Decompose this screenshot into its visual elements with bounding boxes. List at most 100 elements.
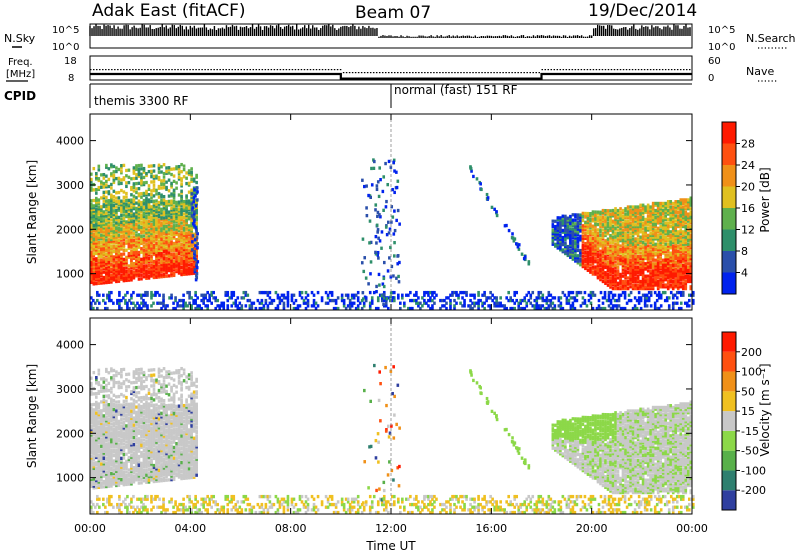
heatmap-cell xyxy=(162,260,166,264)
heatmap-cell xyxy=(445,296,448,300)
heatmap-cell xyxy=(649,285,652,289)
heatmap-cell xyxy=(664,217,668,222)
heatmap-cell xyxy=(636,283,640,287)
heatmap-cell xyxy=(185,194,188,198)
heatmap-cell xyxy=(589,245,592,250)
heatmap-cell xyxy=(415,301,418,305)
heatmap-cell xyxy=(545,298,549,303)
nave-sample xyxy=(421,72,423,74)
heatmap-cell xyxy=(666,223,670,227)
heatmap-cell xyxy=(609,262,612,266)
heatmap-cell xyxy=(576,216,580,221)
heatmap-cell xyxy=(681,281,685,285)
heatmap-cell xyxy=(160,243,163,247)
heatmap-cell xyxy=(195,236,199,240)
heatmap-cell xyxy=(102,219,106,223)
heatmap-cell xyxy=(195,248,198,252)
heatmap-cell xyxy=(354,306,358,311)
heatmap-cell xyxy=(97,200,101,204)
heatmap-cell xyxy=(679,270,683,275)
heatmap-cell xyxy=(664,255,668,259)
heatmap-cell xyxy=(314,301,318,305)
nave-sample xyxy=(439,72,441,74)
heatmap-cell xyxy=(167,171,171,175)
heatmap-cell xyxy=(172,231,176,235)
heatmap-cell xyxy=(676,281,680,285)
nave-sample xyxy=(255,69,258,71)
heatmap-cell xyxy=(611,279,615,284)
heatmap-cell xyxy=(100,212,103,216)
heatmap-cell xyxy=(519,301,523,305)
heatmap-cell xyxy=(641,263,645,268)
heatmap-cell xyxy=(162,249,166,254)
heatmap-cell xyxy=(631,269,635,273)
heatmap-cell xyxy=(611,228,615,232)
heatmap-cell xyxy=(686,262,690,266)
heatmap-cell xyxy=(172,247,176,251)
heatmap-cell xyxy=(619,235,622,239)
heatmap-cell xyxy=(661,212,665,216)
heatmap-cell xyxy=(182,258,186,262)
heatmap-cell xyxy=(175,257,178,261)
heatmap-cell xyxy=(236,304,240,308)
heatmap-cell xyxy=(117,245,121,250)
heatmap-cell xyxy=(556,228,560,232)
nave-sample xyxy=(270,69,273,71)
heatmap-cell xyxy=(92,253,96,258)
nave-sample xyxy=(541,69,543,71)
heatmap-cell xyxy=(162,210,166,215)
heatmap-cell xyxy=(182,207,186,211)
heatmap-cell xyxy=(120,263,123,267)
nave-sample xyxy=(484,72,486,74)
heatmap-cell xyxy=(380,298,384,303)
heatmap-cell xyxy=(441,304,444,308)
nave-sample xyxy=(586,69,589,71)
heatmap-cell xyxy=(155,208,158,212)
heatmap-cell xyxy=(117,203,121,207)
heatmap-cell xyxy=(541,296,545,300)
heatmap-cell xyxy=(92,229,96,233)
heatmap-cell xyxy=(664,242,668,246)
heatmap-cell xyxy=(127,202,131,206)
heatmap-cell xyxy=(656,237,660,241)
heatmap-cell xyxy=(191,240,194,244)
heatmap-cell xyxy=(157,225,161,229)
heatmap-cell xyxy=(646,263,650,268)
heatmap-cell xyxy=(172,241,176,246)
heatmap-cell xyxy=(561,248,565,252)
heatmap-cell xyxy=(100,217,103,221)
heatmap-cell xyxy=(661,226,665,230)
heatmap-cell xyxy=(579,229,582,233)
heatmap-cell xyxy=(100,245,103,250)
heatmap-cell xyxy=(676,270,680,275)
nave-sample xyxy=(120,69,122,71)
nave-sample xyxy=(357,72,360,74)
heatmap-cell xyxy=(631,246,635,250)
heatmap-cell xyxy=(467,304,470,308)
heatmap-cell xyxy=(145,242,148,247)
heatmap-cell xyxy=(589,270,592,274)
heatmap-cell xyxy=(132,185,136,190)
heatmap-cell xyxy=(646,226,650,230)
heatmap-cell xyxy=(165,230,168,234)
nave-sample xyxy=(105,69,107,71)
heatmap-cell xyxy=(127,274,131,279)
heatmap-cell xyxy=(195,269,198,273)
heatmap-cell xyxy=(162,274,166,279)
heatmap-cell xyxy=(671,260,675,264)
heatmap-cell xyxy=(102,231,106,235)
heatmap-cell xyxy=(689,233,693,238)
heatmap-cell xyxy=(90,213,93,217)
heatmap-cell xyxy=(541,293,545,297)
heatmap-cell xyxy=(604,208,607,213)
heatmap-cell xyxy=(117,258,121,262)
heatmap-cell xyxy=(646,265,650,269)
heatmap-cell xyxy=(202,293,205,297)
heatmap-cell xyxy=(100,180,103,184)
nave-sample xyxy=(598,69,601,71)
heatmap-cell xyxy=(112,179,116,183)
heatmap-cell xyxy=(656,228,660,232)
heatmap-cell xyxy=(155,174,158,178)
heatmap-cell xyxy=(679,203,683,207)
heatmap-cell xyxy=(641,246,645,250)
